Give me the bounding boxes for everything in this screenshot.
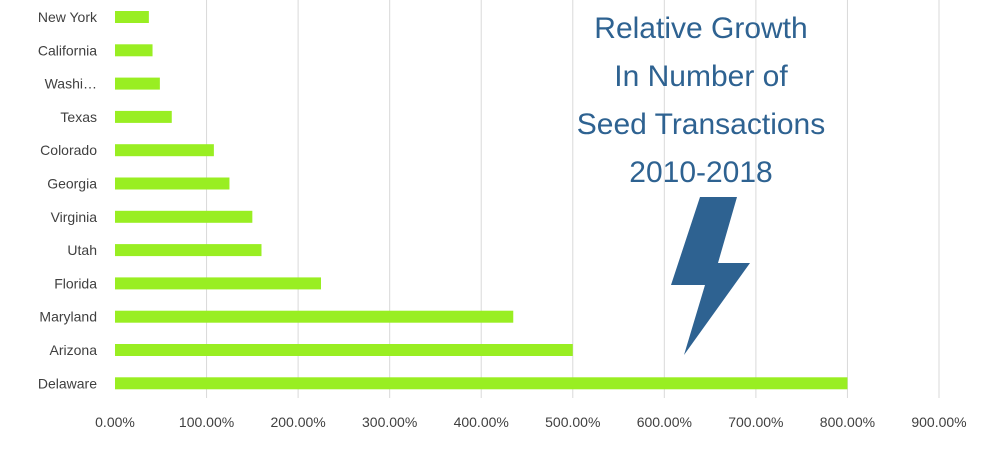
bar bbox=[115, 210, 253, 223]
bar bbox=[115, 110, 172, 123]
x-tick-label: 700.00% bbox=[728, 414, 783, 430]
x-tick-label: 100.00% bbox=[179, 414, 234, 430]
x-tick-label: 200.00% bbox=[270, 414, 325, 430]
x-tick-label: 300.00% bbox=[362, 414, 417, 430]
grid-lines bbox=[206, 0, 940, 398]
x-tick-labels: 0.00% 100.00% 200.00% 300.00% 400.00% 500.00%… bbox=[95, 414, 966, 430]
category-label: Maryland bbox=[39, 309, 97, 325]
bar bbox=[115, 77, 160, 90]
bar bbox=[115, 44, 153, 57]
x-tick-label: 600.00% bbox=[637, 414, 692, 430]
bar bbox=[115, 144, 214, 157]
lightning-bolt-icon bbox=[671, 197, 750, 355]
category-label: Arizona bbox=[50, 342, 98, 358]
category-label: Georgia bbox=[47, 176, 97, 192]
chart-title: Relative Growth In Number of Seed Transact… bbox=[577, 12, 825, 189]
bar bbox=[115, 377, 848, 390]
x-tick-label: 900.00% bbox=[911, 414, 966, 430]
bars bbox=[115, 11, 848, 390]
x-tick-label: 0.00% bbox=[95, 414, 135, 430]
chart-title-line: In Number of bbox=[614, 60, 788, 93]
category-label: Florida bbox=[54, 275, 97, 291]
chart-title-line: Seed Transactions bbox=[577, 108, 825, 141]
bar bbox=[115, 177, 230, 190]
bar bbox=[115, 310, 514, 323]
category-label: Utah bbox=[67, 242, 97, 258]
x-tick-label: 400.00% bbox=[454, 414, 509, 430]
bar bbox=[115, 344, 573, 356]
chart-title-line: 2010-2018 bbox=[629, 156, 772, 189]
category-label: Washi… bbox=[45, 76, 97, 92]
category-label: California bbox=[38, 42, 97, 58]
category-labels: New York California Washi… Texas Colorado Geo… bbox=[38, 9, 98, 391]
x-tick-label: 500.00% bbox=[545, 414, 600, 430]
x-tick-label: 800.00% bbox=[820, 414, 875, 430]
category-label: New York bbox=[38, 9, 98, 25]
category-label: Texas bbox=[60, 109, 97, 125]
category-label: Colorado bbox=[40, 142, 97, 158]
category-label: Delaware bbox=[38, 375, 97, 391]
bar bbox=[115, 11, 149, 23]
bar bbox=[115, 244, 262, 257]
chart-title-line: Relative Growth bbox=[594, 12, 807, 45]
category-label: Virginia bbox=[51, 209, 98, 225]
bar bbox=[115, 277, 321, 290]
